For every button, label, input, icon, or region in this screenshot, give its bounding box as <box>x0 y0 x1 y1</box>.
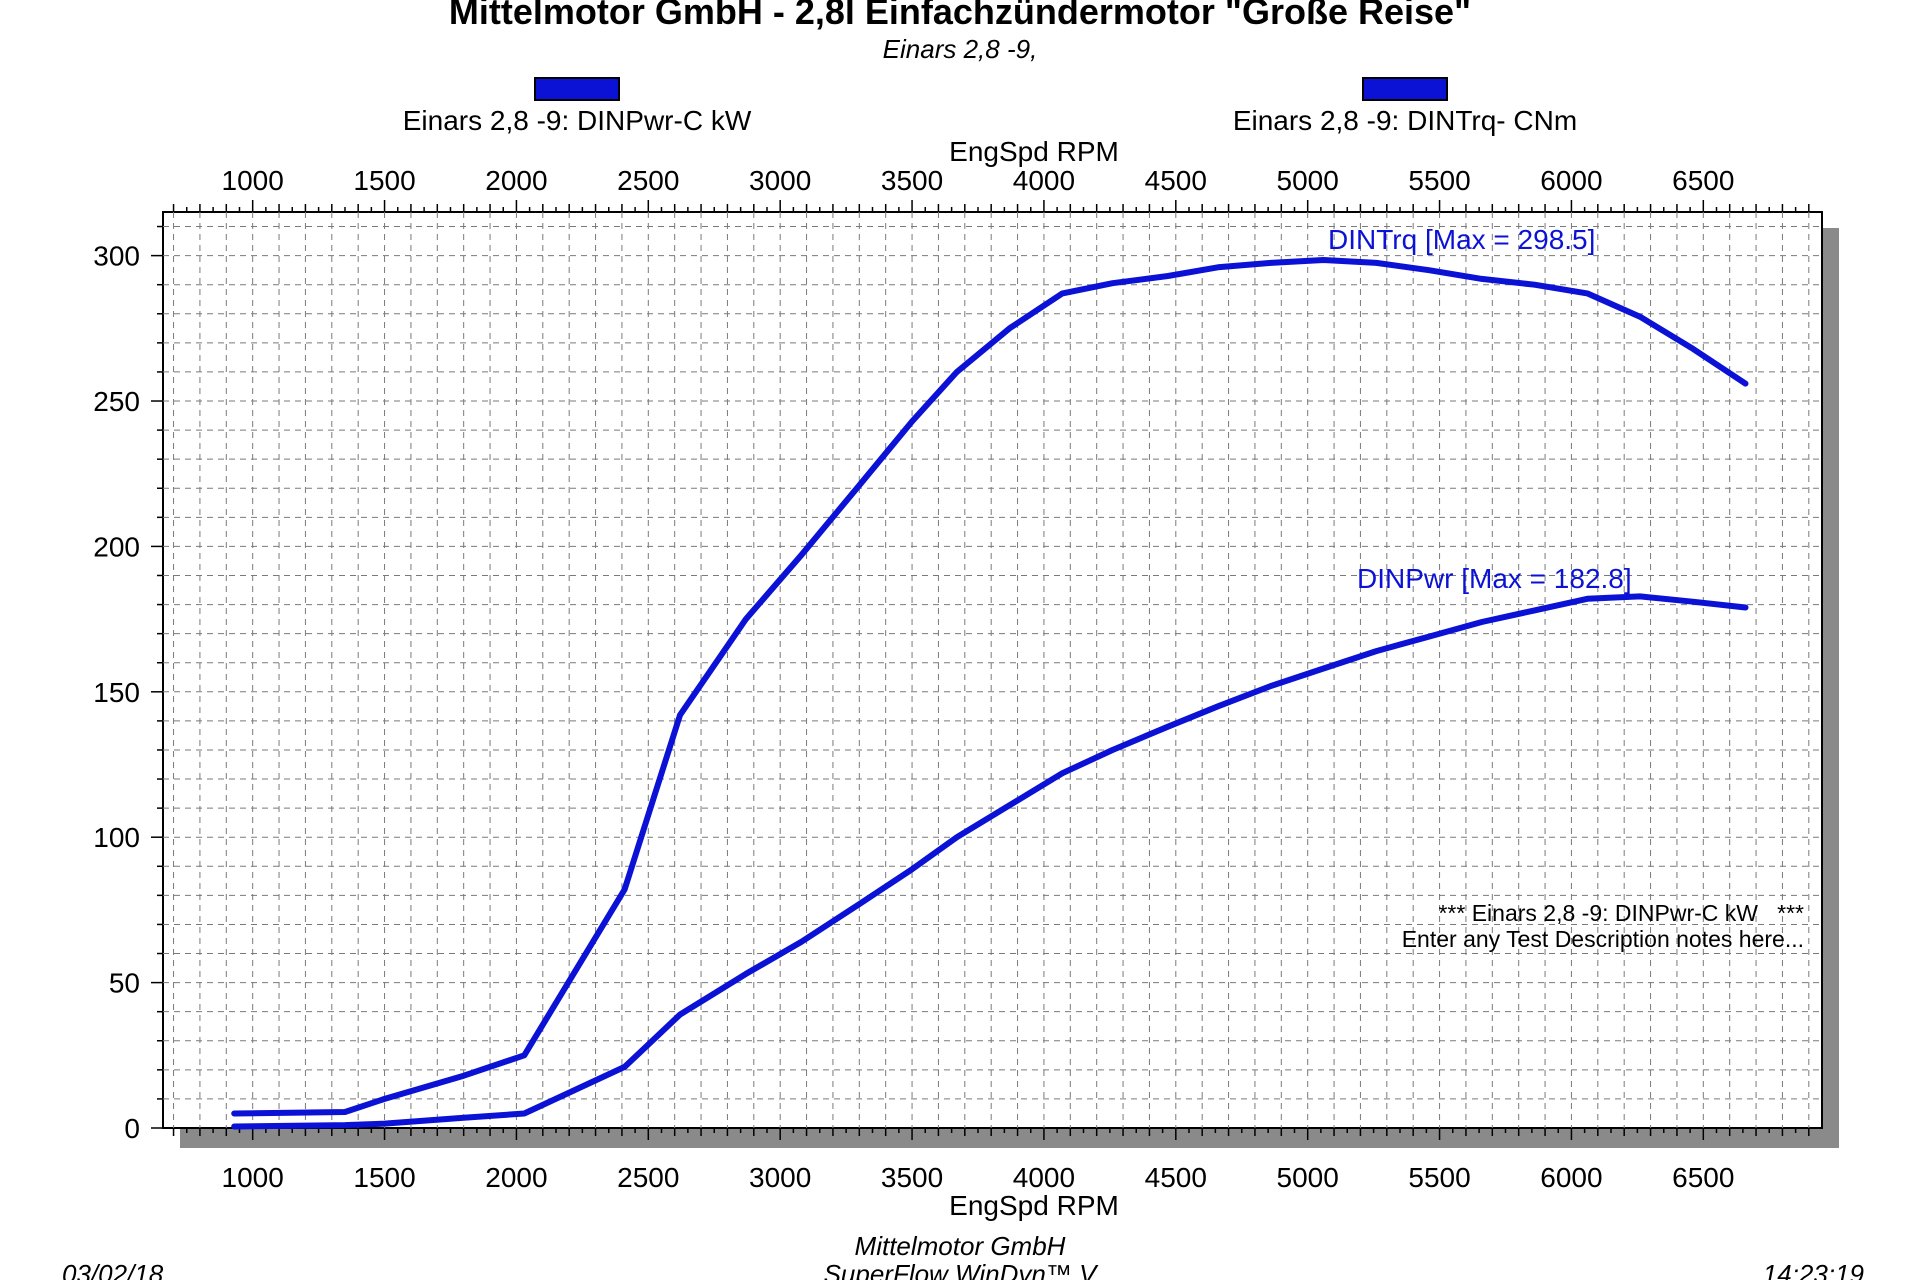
legend-swatch-power <box>534 77 620 101</box>
y-tick-label: 250 <box>93 386 140 417</box>
notes-line-2: Enter any Test Description notes here... <box>1402 926 1804 952</box>
y-tick-label: 150 <box>93 677 140 708</box>
x-tick-label-top: 6500 <box>1672 165 1734 196</box>
legend: Einars 2,8 -9: DINPwr-C kW Einars 2,8 -9… <box>403 77 1577 136</box>
legend-label-torque: Einars 2,8 -9: DINTrq- CNm <box>1233 105 1577 136</box>
chart-title: Mittelmotor GmbH - 2,8l Einfachzündermot… <box>449 0 1471 32</box>
x-tick-label-bottom: 5000 <box>1277 1162 1339 1193</box>
footer-software: SuperFlow WinDyn™ V <box>824 1259 1100 1280</box>
x-tick-label-bottom: 3000 <box>749 1162 811 1193</box>
x-tick-label-bottom: 1500 <box>353 1162 415 1193</box>
x-tick-labels-top: 1000 1500 2000 2500 3000 3500 4000 4500 5000 5500… <box>222 165 1735 196</box>
power-max-annotation: DINPwr [Max = 182.8] <box>1357 563 1632 594</box>
x-tick-label-bottom: 3500 <box>881 1162 943 1193</box>
y-tick-label: 300 <box>93 241 140 272</box>
x-tick-label-top: 5500 <box>1408 165 1470 196</box>
tick-marks <box>151 200 1810 1140</box>
x-tick-label-bottom: 6000 <box>1540 1162 1602 1193</box>
x-tick-label-top: 5000 <box>1277 165 1339 196</box>
series-lines <box>231 257 1749 1130</box>
y-tick-label: 50 <box>109 968 140 999</box>
y-tick-label: 200 <box>93 531 140 562</box>
x-tick-label-bottom: 2500 <box>617 1162 679 1193</box>
series-line-dinpwr <box>231 593 1749 1130</box>
footer-date: 03/02/18 <box>62 1259 164 1280</box>
x-axis-label-bottom: EngSpd RPM <box>949 1190 1119 1221</box>
x-axis-label-top: EngSpd RPM <box>949 136 1119 167</box>
x-tick-label-top: 2500 <box>617 165 679 196</box>
grid <box>163 212 1822 1128</box>
x-tick-label-top: 1000 <box>222 165 284 196</box>
x-tick-label-bottom: 6500 <box>1672 1162 1734 1193</box>
x-tick-label-top: 6000 <box>1540 165 1602 196</box>
x-tick-label-top: 1500 <box>353 165 415 196</box>
x-tick-label-bottom: 5500 <box>1408 1162 1470 1193</box>
footer-time: 14:23:19 <box>1763 1259 1864 1280</box>
legend-swatch-torque <box>1362 77 1448 101</box>
y-tick-label: 0 <box>124 1113 140 1144</box>
x-tick-label-bottom: 2000 <box>485 1162 547 1193</box>
x-tick-label-top: 3500 <box>881 165 943 196</box>
x-tick-label-bottom: 1000 <box>222 1162 284 1193</box>
x-tick-label-top: 4000 <box>1013 165 1075 196</box>
legend-label-power: Einars 2,8 -9: DINPwr-C kW <box>403 105 752 136</box>
x-tick-label-bottom: 4000 <box>1013 1162 1075 1193</box>
x-tick-label-top: 2000 <box>485 165 547 196</box>
x-tick-labels-bottom: 1000 1500 2000 2500 3000 3500 4000 4500 5000 5500… <box>222 1162 1735 1193</box>
y-tick-labels: 0 50 100 150 200 250 300 <box>93 241 140 1144</box>
torque-max-annotation: DINTrq [Max = 298.5] <box>1328 224 1595 255</box>
x-tick-label-top: 4500 <box>1145 165 1207 196</box>
notes-line-1: *** Einars 2,8 -9: DINPwr-C kW *** <box>1438 900 1804 926</box>
chart-subtitle: Einars 2,8 -9, <box>883 34 1038 64</box>
y-tick-label: 100 <box>93 822 140 853</box>
footer-company: Mittelmotor GmbH <box>855 1231 1066 1261</box>
plot-area <box>162 211 1823 1129</box>
series-line-dintrq <box>231 257 1749 1117</box>
x-tick-label-top: 3000 <box>749 165 811 196</box>
x-tick-label-bottom: 4500 <box>1145 1162 1207 1193</box>
